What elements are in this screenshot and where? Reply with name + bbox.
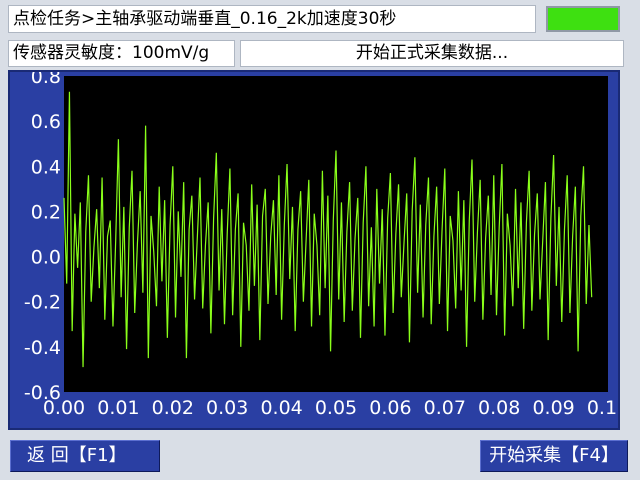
y-tick-label: -0.6 [24,382,61,404]
y-tick-label: 0.8 [31,72,61,88]
x-tick-label: 0.03 [206,397,248,419]
sensor-sensitivity-field: 传感器灵敏度：100mV/g [8,40,235,67]
x-tick-label: 0.07 [424,397,466,419]
x-tick-label: 0.01 [97,397,139,419]
y-tick-label: 0.4 [31,156,61,178]
x-tick-label: 0.02 [152,397,194,419]
start-acquisition-button[interactable]: 开始采集【F4】 [480,440,628,472]
task-title-field: 点检任务>主轴承驱动端垂直_0.16_2k加速度30秒 [8,5,536,33]
waveform-series-line [63,91,593,368]
y-tick-label: 0.0 [31,247,61,269]
x-tick-label: 0.05 [315,397,357,419]
y-tick-label: 0.6 [31,111,61,133]
x-tick-label: 0.00 [43,397,85,419]
x-tick-label: 0.09 [532,397,574,419]
y-tick-label: 0.2 [31,201,61,223]
y-tick-label: -0.2 [24,292,61,314]
x-tick-label: 0.06 [369,397,411,419]
x-tick-label: 0.04 [260,397,302,419]
x-tick-label: 0.10 [587,397,618,419]
waveform-chart: 0.8 0.6 0.4 0.2 0.0 -0.2 -0.4 -0.6 0.00 0.01 0.02… [8,70,620,430]
x-tick-label: 0.08 [478,397,520,419]
waveform-chart-svg: 0.8 0.6 0.4 0.2 0.0 -0.2 -0.4 -0.6 0.00 0.01 0.02… [24,72,618,419]
status-indicator [546,6,620,32]
back-button[interactable]: 返 回【F1】 [10,440,160,472]
y-tick-label: -0.4 [24,337,61,359]
status-message-field: 开始正式采集数据... [240,40,624,67]
